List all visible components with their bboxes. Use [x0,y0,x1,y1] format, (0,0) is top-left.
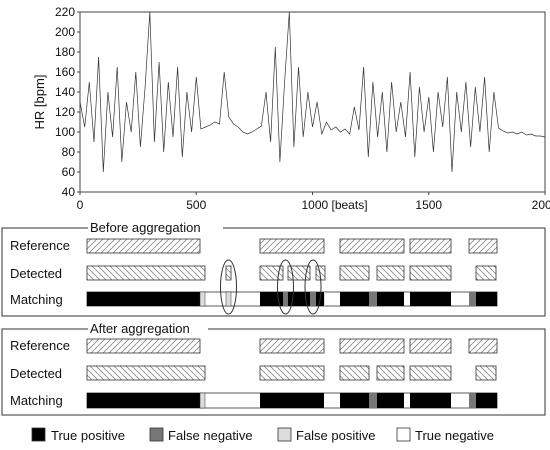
heart-rate-series-line [79,11,546,173]
detected-segment [259,365,325,381]
x-tick-label: 1000 [beats] [301,198,367,212]
y-tick-label: 60 [62,165,76,179]
y-axis-label: HR [bpm] [32,75,47,130]
row-label-reference: Reference [10,338,70,353]
legend-swatch [149,427,164,442]
y-tick-label: 160 [55,65,75,79]
y-tick-label: 180 [55,45,75,59]
detected-segment [475,365,497,381]
legend-label: False positive [296,428,375,443]
row-label-reference: Reference [10,238,70,253]
false-negative-segment [469,393,476,408]
true-positive-segment [260,393,324,408]
y-axis-ticks: 40 60 80 100 120 140 160 180 200 220 [55,5,80,199]
panel-frame [1,328,546,416]
detected-segment [409,265,452,281]
false-positive-segment [199,291,206,307]
detected-segment [86,365,206,381]
legend-item-true-positive: True positive [31,427,125,443]
false-negative-segment [369,393,377,408]
legend: True positive False negative False posit… [31,427,494,443]
legend-label: True positive [51,428,125,443]
detected-segment [376,265,405,281]
false-positive-segment [324,292,325,306]
detected-segment [409,365,452,381]
detected-segment [86,265,206,281]
true-positive-segment [410,292,451,306]
true-positive-segment [260,292,324,306]
detected-segment [287,265,311,281]
panel-title: After aggregation [90,321,190,336]
reference-segment [86,238,201,254]
reference-segment [409,338,452,354]
plot-area [79,11,546,193]
panel-after-aggregation: After aggregation Reference Detected Mat… [1,321,546,416]
detected-segment [225,265,232,281]
detected-segment [475,265,497,281]
y-tick-label: 140 [55,85,75,99]
y-tick-label: 80 [62,145,76,159]
detected-segment [339,365,370,381]
reference-segment [468,238,498,254]
legend-swatch [31,427,46,442]
false-negative-segment [369,292,377,306]
reference-segment [409,238,452,254]
reference-segment [259,338,325,354]
false-negative-segment [310,292,316,306]
legend-item-false-positive: False positive [277,427,375,443]
row-label-detected: Detected [10,266,62,281]
reference-segment [259,238,325,254]
true-positive-segment [87,292,200,306]
y-tick-label: 100 [55,125,75,139]
highlight-ellipse [304,259,322,315]
y-tick-label: 40 [62,185,76,199]
true-positive-segment [410,393,451,408]
false-positive-segment [199,392,206,409]
x-axis-ticks: 0 500 1000 [beats] 1500 2000 [77,192,550,212]
x-tick-label: 2000 [532,198,550,212]
reference-segment [86,338,201,354]
false-positive-segment [225,291,232,307]
legend-item-true-negative: True negative [396,427,494,443]
panel-frame [1,227,546,317]
highlight-ellipse [277,259,294,315]
true-positive-segment [87,393,200,408]
x-tick-label: 500 [186,198,206,212]
true-positive-segment [476,393,497,408]
reference-segment [339,238,405,254]
false-negative-segment [283,292,288,306]
row-label-detected: Detected [10,366,62,381]
row-label-matching: Matching [10,292,63,307]
x-tick-label: 0 [77,198,84,212]
highlight-ellipse [220,259,237,315]
detected-segment [339,265,370,281]
legend-item-false-negative: False negative [149,427,253,443]
y-tick-label: 120 [55,105,75,119]
legend-swatch [396,427,411,442]
true-positive-segment [476,292,497,306]
panel-before-aggregation: Before aggregation Reference Detected Ma… [1,220,546,317]
detected-segment [376,365,405,381]
panel-title: Before aggregation [90,220,201,235]
detected-segment [259,265,284,281]
legend-label: False negative [168,428,253,443]
x-tick-label: 1500 [415,198,442,212]
y-tick-label: 200 [55,25,75,39]
reference-segment [468,338,498,354]
reference-segment [339,338,405,354]
legend-swatch [277,427,292,442]
false-negative-segment [469,292,476,306]
row-label-matching: Matching [10,393,63,408]
y-tick-label: 220 [55,5,75,19]
heart-rate-chart: 40 60 80 100 120 140 160 180 200 220 0 500 1000 [be… [32,5,550,212]
legend-label: True negative [415,428,494,443]
